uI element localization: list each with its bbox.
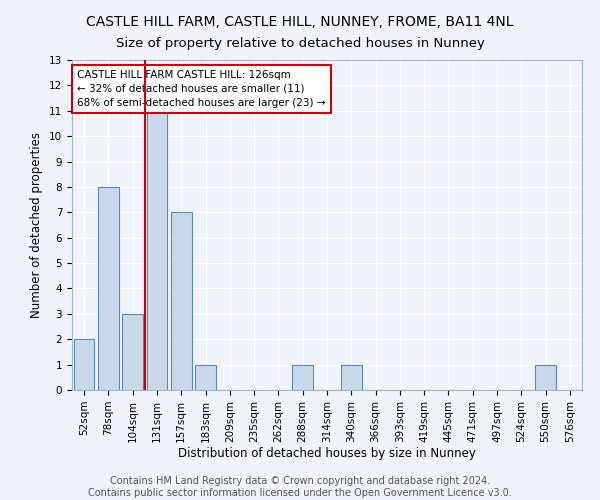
- Bar: [98, 187, 119, 390]
- Bar: [292, 364, 313, 390]
- Text: CASTLE HILL FARM, CASTLE HILL, NUNNEY, FROME, BA11 4NL: CASTLE HILL FARM, CASTLE HILL, NUNNEY, F…: [86, 15, 514, 29]
- Bar: [195, 364, 216, 390]
- Bar: [122, 314, 143, 390]
- Bar: [74, 339, 94, 390]
- Text: CASTLE HILL FARM CASTLE HILL: 126sqm
← 32% of detached houses are smaller (11)
6: CASTLE HILL FARM CASTLE HILL: 126sqm ← 3…: [77, 70, 326, 108]
- Text: Size of property relative to detached houses in Nunney: Size of property relative to detached ho…: [116, 38, 484, 51]
- Bar: [171, 212, 191, 390]
- Bar: [341, 364, 362, 390]
- Y-axis label: Number of detached properties: Number of detached properties: [31, 132, 43, 318]
- Bar: [146, 111, 167, 390]
- Text: Contains HM Land Registry data © Crown copyright and database right 2024.
Contai: Contains HM Land Registry data © Crown c…: [88, 476, 512, 498]
- X-axis label: Distribution of detached houses by size in Nunney: Distribution of detached houses by size …: [178, 448, 476, 460]
- Bar: [535, 364, 556, 390]
